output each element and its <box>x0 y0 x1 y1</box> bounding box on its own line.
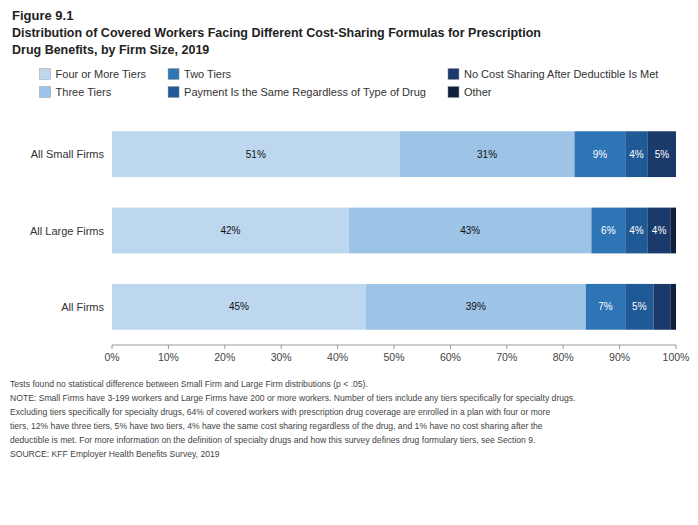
legend-label: Two Tiers <box>184 68 232 80</box>
x-tick-label: 10% <box>158 351 179 363</box>
data-label: 39% <box>466 301 486 312</box>
x-tick <box>337 345 338 349</box>
legend-label: No Cost Sharing After Deductible Is Met <box>464 68 658 80</box>
x-tick <box>112 345 113 349</box>
x-tick-label: 90% <box>609 351 630 363</box>
x-tick <box>619 345 620 349</box>
x-tick-label: 40% <box>327 351 348 363</box>
y-axis: All Small Firms All Large Firms All Firms <box>30 148 104 313</box>
data-label: 4% <box>629 225 644 236</box>
legend-swatch <box>448 87 459 98</box>
data-label: 43% <box>460 225 480 236</box>
bar-segment <box>586 284 625 330</box>
data-label: 42% <box>220 225 240 236</box>
x-tick-label: 60% <box>440 351 461 363</box>
bar-segment <box>591 208 625 254</box>
legend-swatch <box>40 69 51 80</box>
x-tick-label: 80% <box>553 351 574 363</box>
data-label: 5% <box>632 301 647 312</box>
legend: Four or More Tiers Three Tiers Two Tiers Pa… <box>40 68 659 98</box>
data-label: 4% <box>629 149 644 160</box>
footnote: tiers, 12% have three tiers, 5% have two… <box>10 421 543 431</box>
category-label: All Large Firms <box>30 225 104 237</box>
bar-segment <box>112 131 400 177</box>
data-label: 4% <box>652 225 667 236</box>
x-tick <box>450 345 451 349</box>
bar-segment <box>349 208 592 254</box>
x-tick-label: 50% <box>383 351 404 363</box>
legend-swatch <box>168 69 179 80</box>
footnote: deductible is met. For more information … <box>10 435 535 445</box>
x-tick-label: 20% <box>214 351 235 363</box>
data-labels: 51% 31% 9% 4% 5% 42% 43% 6% 4% 4% 45% 39% 7% 5% <box>220 149 669 313</box>
bar-segment <box>366 284 586 330</box>
bar-segment <box>648 208 671 254</box>
subtitle: Drug Benefits, by Firm Size, 2019 <box>12 43 209 57</box>
footnotes: Tests found no statistical difference be… <box>10 379 575 459</box>
bar-segment <box>625 208 648 254</box>
bar-segment <box>653 284 670 330</box>
bars <box>112 131 676 329</box>
legend-label: Three Tiers <box>56 86 112 98</box>
legend-swatch <box>448 69 459 80</box>
bar-segment <box>625 131 648 177</box>
footnote: NOTE: Small Firms have 3-199 workers and… <box>10 393 575 403</box>
chart: Figure 9.1 Distribution of Covered Worker… <box>0 0 698 525</box>
x-tick-label: 70% <box>496 351 517 363</box>
data-label: 5% <box>655 149 670 160</box>
x-tick-label: 100% <box>663 351 690 363</box>
category-label: All Small Firms <box>31 148 105 160</box>
data-label: 51% <box>246 149 266 160</box>
x-tick <box>168 345 169 349</box>
bar-segment <box>112 284 366 330</box>
subtitle: Distribution of Covered Workers Facing D… <box>12 26 541 40</box>
legend-swatch <box>40 87 51 98</box>
data-label: 6% <box>601 225 616 236</box>
x-tick <box>506 345 507 349</box>
title: Figure 9.1 <box>12 8 73 23</box>
data-label: 7% <box>598 301 613 312</box>
data-label: 9% <box>593 149 608 160</box>
x-tick <box>281 345 282 349</box>
bar-segment <box>676 131 677 177</box>
legend-label: Payment Is the Same Regardless of Type o… <box>184 86 426 98</box>
legend-label: Other <box>464 86 492 98</box>
bar-segment <box>112 208 349 254</box>
footnote: Excluding tiers specifically for special… <box>10 407 550 417</box>
data-label: 45% <box>229 301 249 312</box>
data-label: 31% <box>477 149 497 160</box>
x-axis: 0% 10% 20% 30% 40% 50% 60% 70% 80% 90% 100% <box>104 345 689 363</box>
bar-segment <box>648 131 676 177</box>
bar-segment <box>670 284 676 330</box>
bar-segment <box>400 131 575 177</box>
bar-segment <box>574 131 625 177</box>
bar-segment <box>670 208 676 254</box>
x-tick <box>224 345 225 349</box>
x-tick-label: 30% <box>271 351 292 363</box>
x-tick <box>676 345 677 349</box>
x-tick-label: 0% <box>104 351 119 363</box>
footnote: SOURCE: KFF Employer Health Benefits Sur… <box>10 449 220 459</box>
x-tick <box>563 345 564 349</box>
x-tick <box>394 345 395 349</box>
bar-segment <box>625 284 653 330</box>
legend-label: Four or More Tiers <box>56 68 147 80</box>
legend-swatch <box>168 87 179 98</box>
footnote: Tests found no statistical difference be… <box>10 379 368 389</box>
category-label: All Firms <box>61 301 104 313</box>
